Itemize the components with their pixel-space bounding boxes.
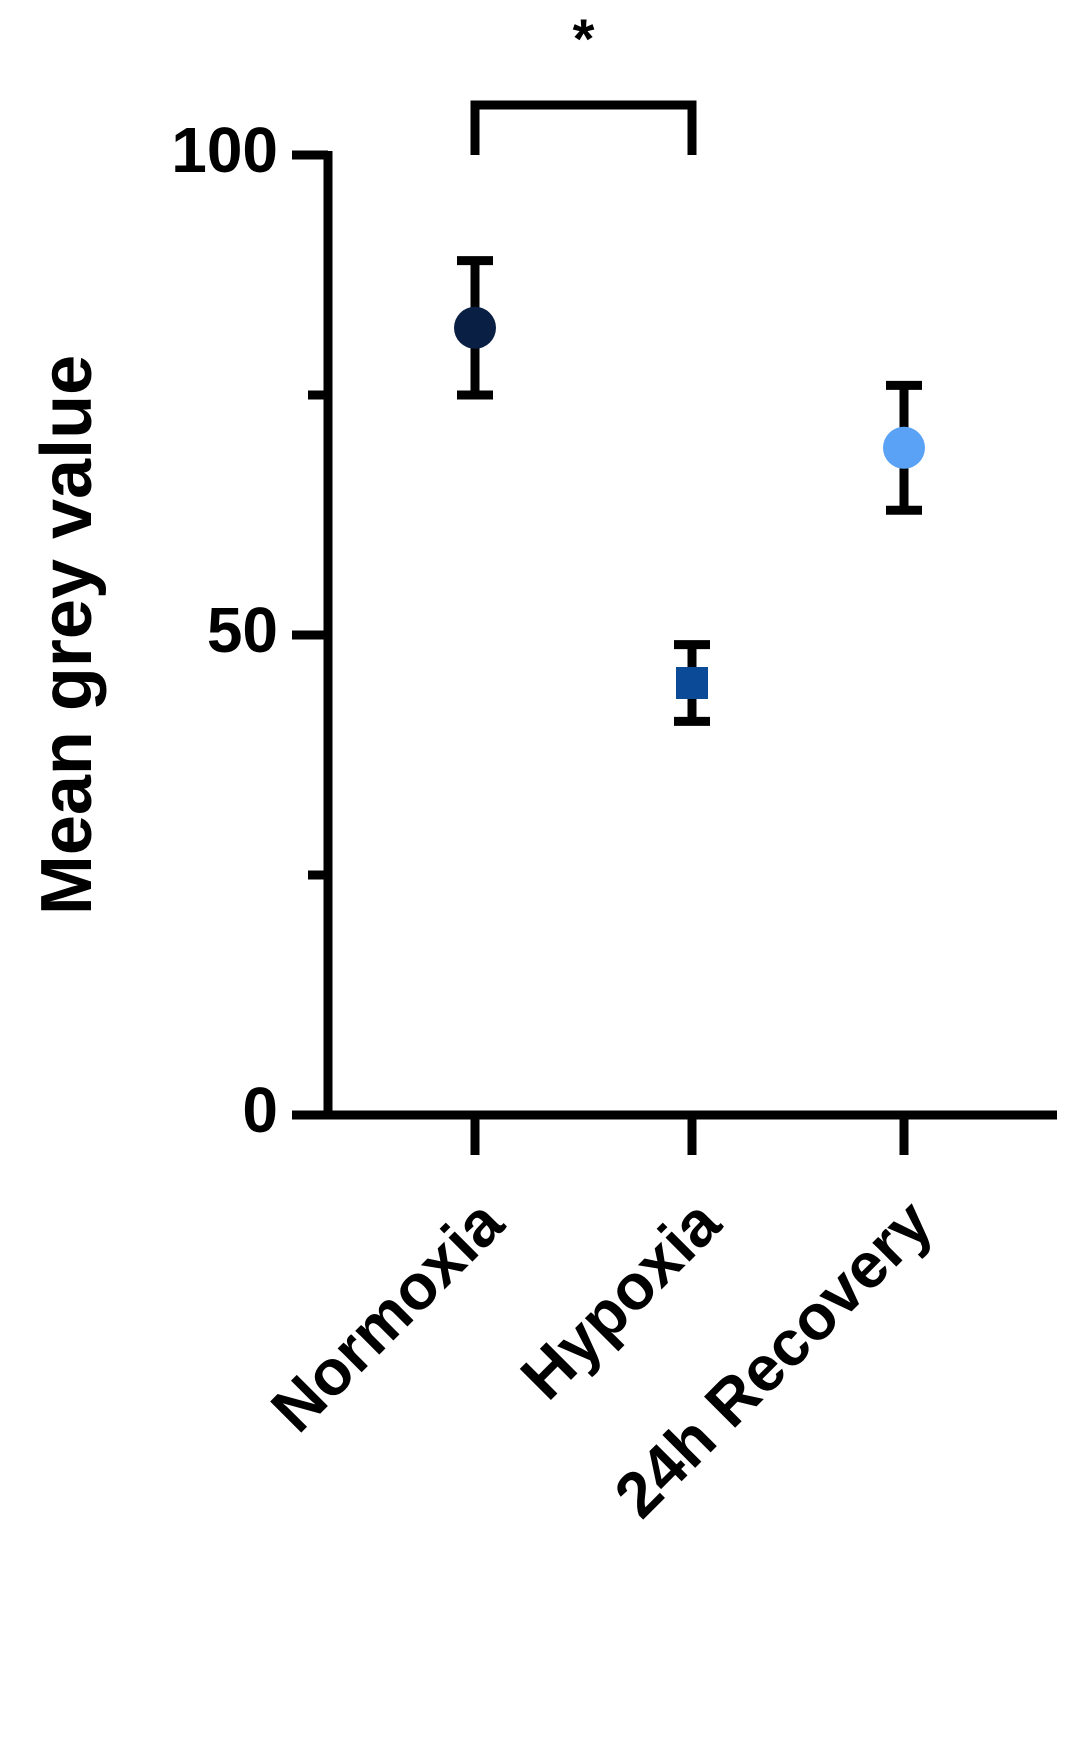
marker: [454, 306, 496, 349]
y-tick-label: 50: [207, 594, 278, 666]
x-tick-label: Hypoxia: [507, 1186, 734, 1413]
x-tick-label: Normoxia: [257, 1186, 517, 1446]
significance-bracket: [470, 100, 697, 155]
y-tick-label: 0: [242, 1074, 278, 1146]
y-axis-label: Mean grey value: [27, 355, 107, 915]
significance-label: *: [573, 7, 595, 70]
marker: [676, 667, 708, 699]
y-tick-label: 100: [171, 114, 278, 186]
marker: [883, 426, 925, 469]
